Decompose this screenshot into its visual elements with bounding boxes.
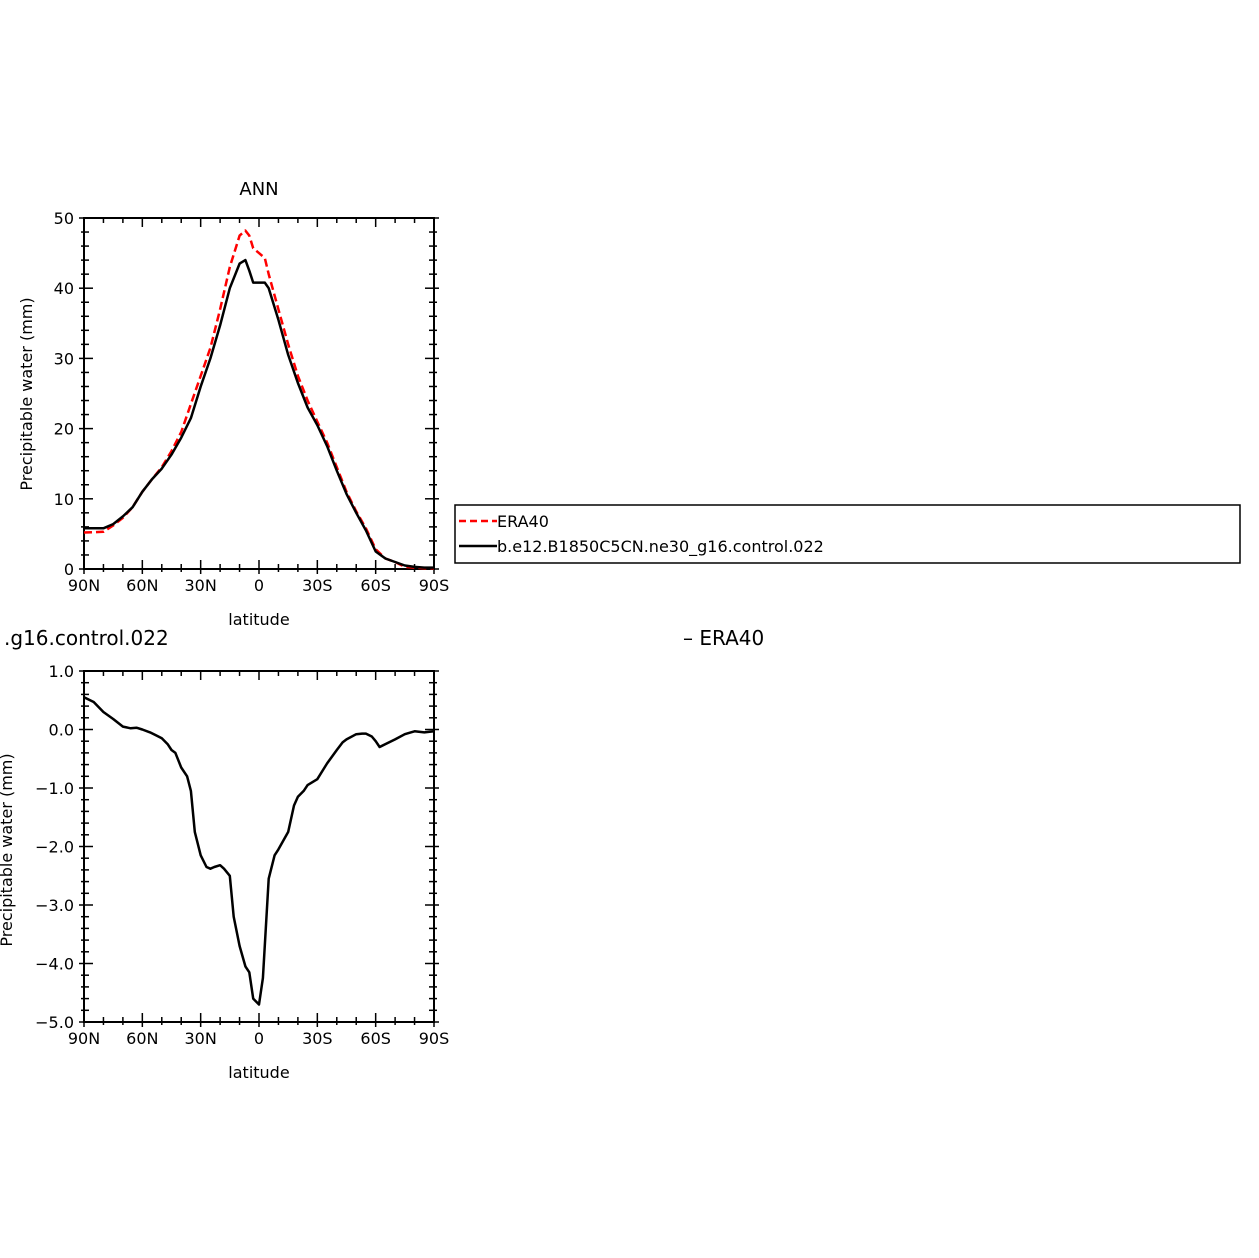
bottom-xtick-label: 30S <box>302 1029 333 1048</box>
bottom-xtick-label: 90N <box>68 1029 100 1048</box>
top-series-era40 <box>83 229 434 570</box>
bottom-ytick-label: −1.0 <box>35 779 74 798</box>
top-ytick-label: 20 <box>54 420 74 439</box>
top-series-b-e12-b1850c5cn-ne30-g16-control-022 <box>84 258 434 569</box>
top-plot-area: 90N 60N 30N 0 30S 60S 90S 0 10 20 30 40 50 <box>54 209 450 595</box>
top-xtick-label: 30N <box>185 576 217 595</box>
bottom-ytick-label: −3.0 <box>35 896 74 915</box>
top-ytick-label: 40 <box>54 279 74 298</box>
bottom-series-0 <box>83 696 435 1006</box>
bottom-ytick-label: −4.0 <box>35 955 74 974</box>
top-xtick-label: 30S <box>302 576 333 595</box>
top-xtick-label: 60N <box>126 576 158 595</box>
bottom-ylabel: Precipitable water (mm) <box>0 753 16 946</box>
legend-label-model: b.e12.B1850C5CN.ne30_g16.control.022 <box>497 537 824 557</box>
bottom-ytick-label: −2.0 <box>35 838 74 857</box>
legend-label-era40: ERA40 <box>497 512 549 531</box>
legend: ERA40 b.e12.B1850C5CN.ne30_g16.control.0… <box>454 504 1241 564</box>
top-ytick-label: 10 <box>54 490 74 509</box>
bottom-xtick-label: 30N <box>185 1029 217 1048</box>
legend-box <box>454 504 1241 564</box>
bottom-xtick-label: 60S <box>360 1029 391 1048</box>
top-xtick-label: 90S <box>419 576 450 595</box>
top-title: ANN <box>239 179 278 200</box>
top-ylabel: Precipitable water (mm) <box>17 297 36 490</box>
bottom-title-left: .g16.control.022 <box>4 626 169 650</box>
top-xlabel: latitude <box>228 610 289 629</box>
top-xtick-label: 90N <box>68 576 100 595</box>
bottom-xtick-label: 90S <box>419 1029 450 1048</box>
top-xtick-label: 0 <box>254 576 264 595</box>
bottom-xtick-label: 60N <box>126 1029 158 1048</box>
bottom-title-right: – ERA40 <box>683 626 764 650</box>
top-xtick-label: 60S <box>360 576 391 595</box>
bottom-ytick-label: 0.0 <box>49 721 74 740</box>
top-panel: ANN 90N 60N 30N 0 30S 60S 90S 0 10 20 30 40 50 latit… <box>17 179 449 629</box>
bottom-ytick-label: −5.0 <box>35 1013 74 1032</box>
bottom-panel: .g16.control.022 – ERA40 90N 60N 30N 0 30S 60… <box>0 626 764 1082</box>
top-ytick-label: 0 <box>64 560 74 579</box>
bottom-xtick-label: 0 <box>254 1029 264 1048</box>
top-frame <box>83 217 435 570</box>
bottom-plot-area: 90N 60N 30N 0 30S 60S 90S 1.0 0.0 −1.0 −2.0 −3.0 −4.… <box>35 662 449 1048</box>
bottom-xlabel: latitude <box>228 1063 289 1082</box>
bottom-frame <box>83 670 435 1023</box>
top-ytick-label: 30 <box>54 349 74 368</box>
top-ytick-label: 50 <box>54 209 74 228</box>
bottom-ytick-label: 1.0 <box>49 662 74 681</box>
